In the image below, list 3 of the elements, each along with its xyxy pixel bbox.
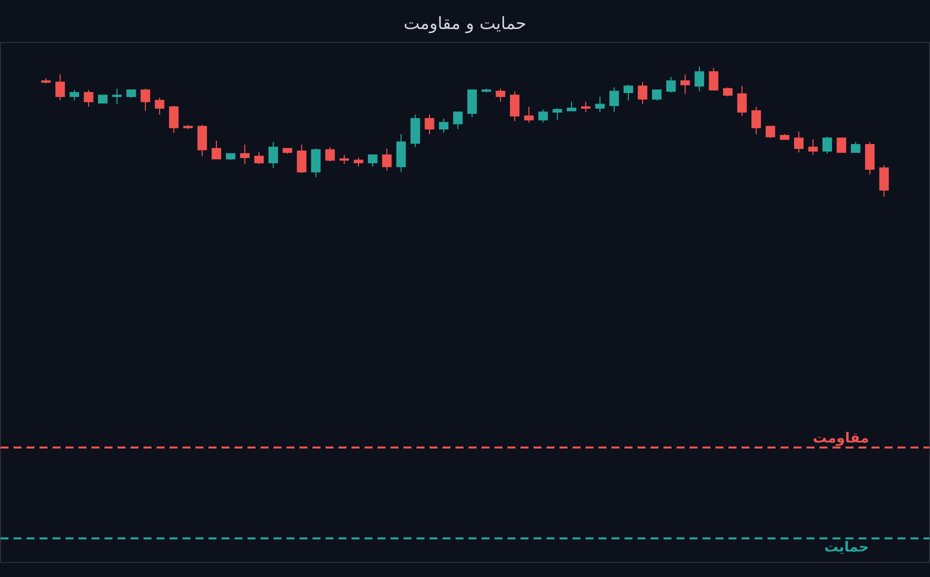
ref-label: حمایت — [824, 539, 869, 556]
ref-label: مقاومت — [812, 430, 869, 446]
title: حمایت و مقاومت — [404, 14, 526, 34]
